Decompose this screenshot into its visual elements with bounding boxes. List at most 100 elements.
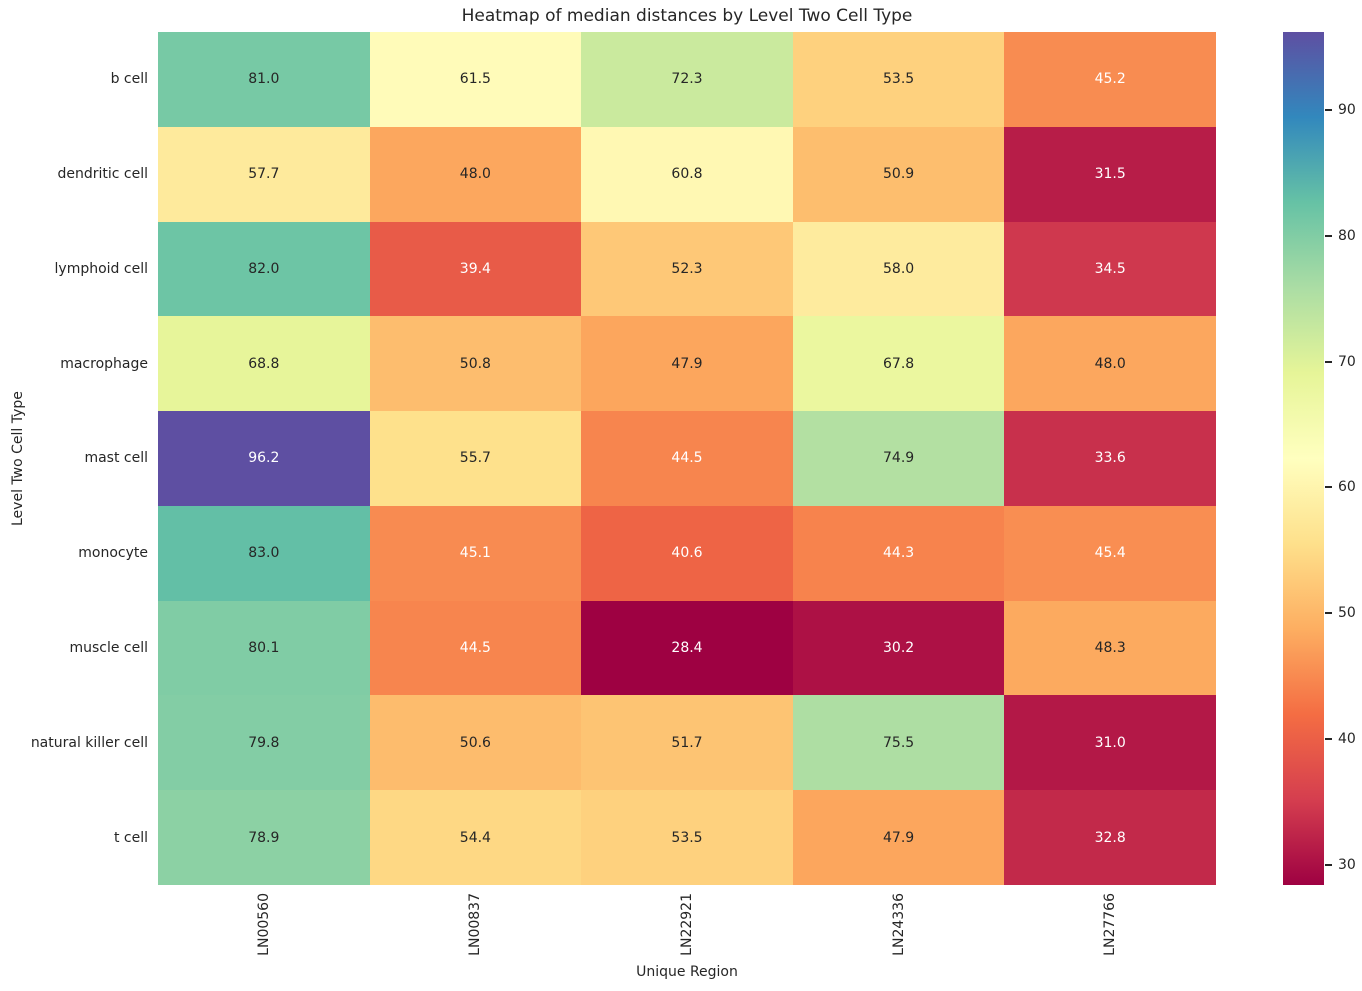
heatmap-cell: 53.5	[581, 790, 793, 885]
cell-value: 40.6	[671, 545, 703, 562]
cell-value: 82.0	[248, 260, 280, 277]
colorbar-tick-mark	[1325, 612, 1332, 615]
heatmap-cell: 44.5	[369, 600, 582, 696]
heatmap-cell: 68.8	[158, 316, 370, 412]
heatmap-cell: 30.2	[792, 600, 1005, 696]
heatmap-cell: 47.9	[581, 316, 793, 412]
x-axis-label: Unique Region	[636, 964, 738, 980]
cell-value: 61.5	[459, 71, 491, 88]
heatmap-cell: 57.7	[158, 126, 370, 222]
cell-value: 75.5	[883, 734, 915, 751]
colorbar-tick-label: 40	[1338, 731, 1356, 748]
cell-value: 67.8	[883, 355, 915, 372]
cell-value: 48.0	[459, 166, 491, 183]
heatmap-cell: 31.5	[1004, 126, 1216, 222]
heatmap-cell: 31.0	[1004, 695, 1216, 791]
heatmap-cell: 60.8	[581, 126, 793, 222]
x-tick-label: LN00560	[255, 893, 272, 956]
cell-value: 28.4	[671, 640, 703, 657]
cell-value: 78.9	[248, 829, 280, 846]
heatmap-cell: 72.3	[581, 32, 793, 127]
heatmap-cell: 51.7	[581, 695, 793, 791]
cell-value: 81.0	[248, 71, 280, 88]
y-tick-label: macrophage	[60, 355, 148, 372]
cell-value: 96.2	[248, 450, 280, 467]
colorbar-tick-label: 90	[1338, 102, 1356, 118]
cell-value: 51.7	[671, 734, 703, 751]
cell-value: 48.3	[1094, 640, 1126, 657]
heatmap-cell: 79.8	[158, 695, 370, 791]
heatmap-cell: 47.9	[792, 790, 1005, 885]
cell-value: 50.6	[459, 734, 491, 751]
cell-value: 53.5	[671, 829, 703, 846]
cell-value: 68.8	[248, 355, 280, 372]
heatmap-cell: 44.5	[581, 411, 793, 506]
heatmap-cell: 28.4	[581, 600, 793, 696]
heatmap-grid: 81.0 61.5 72.3 53.5 45.2 57.7 48.0 60.8 50.9 31.5…	[158, 32, 1216, 885]
cell-value: 80.1	[248, 640, 280, 657]
cell-value: 53.5	[883, 71, 915, 88]
heatmap-cell: 61.5	[369, 32, 582, 127]
cell-value: 30.2	[883, 640, 915, 657]
cell-value: 31.0	[1094, 734, 1126, 751]
cell-value: 54.4	[459, 829, 491, 846]
cell-value: 74.9	[883, 450, 915, 467]
y-tick-labels: b cell dendritic cell lymphoid cell macroph…	[0, 32, 148, 885]
cell-value: 44.5	[671, 450, 703, 467]
heatmap-cell: 50.6	[369, 695, 582, 791]
cell-value: 33.6	[1094, 450, 1126, 467]
heatmap-cell: 50.9	[792, 126, 1005, 222]
heatmap-cell: 50.8	[369, 316, 582, 412]
cell-value: 47.9	[671, 355, 703, 372]
heatmap-cell: 74.9	[792, 411, 1005, 506]
y-tick-label: muscle cell	[69, 640, 148, 657]
cell-value: 44.3	[883, 545, 915, 562]
cell-value: 58.0	[883, 260, 915, 277]
cell-value: 57.7	[248, 166, 280, 183]
heatmap-cell: 53.5	[792, 32, 1005, 127]
heatmap-cell: 34.5	[1004, 221, 1216, 317]
cell-value: 52.3	[671, 260, 703, 277]
heatmap-cell: 54.4	[369, 790, 582, 885]
x-tick-label: LN00837	[467, 893, 484, 956]
colorbar-tick-mark	[1325, 109, 1332, 111]
y-tick-label: mast cell	[84, 450, 148, 467]
colorbar-tick-mark	[1325, 738, 1332, 741]
cell-value: 72.3	[671, 71, 703, 88]
heatmap-cell: 55.7	[369, 411, 582, 506]
heatmap-cell: 80.1	[158, 600, 370, 696]
cell-value: 34.5	[1094, 260, 1126, 277]
y-tick-label: natural killer cell	[30, 734, 148, 751]
heatmap-cell: 96.2	[158, 411, 370, 506]
cell-value: 32.8	[1094, 829, 1126, 846]
x-tick-label: LN24336	[890, 893, 907, 956]
colorbar-tick-label: 60	[1338, 479, 1356, 496]
heatmap-cell: 48.3	[1004, 600, 1216, 696]
colorbar-tick-label: 30	[1338, 856, 1356, 873]
colorbar-tick-label: 70	[1338, 353, 1356, 370]
cell-value: 55.7	[459, 450, 491, 467]
colorbar-tick-label: 80	[1338, 227, 1356, 244]
colorbar-gradient	[1283, 32, 1324, 885]
colorbar-tick-label: 50	[1338, 605, 1356, 622]
y-tick-label: lymphoid cell	[54, 260, 148, 277]
cell-value: 47.9	[883, 829, 915, 846]
heatmap-cell: 78.9	[158, 790, 370, 885]
heatmap-cell: 39.4	[369, 221, 582, 317]
cell-value: 39.4	[459, 260, 491, 277]
y-tick-label: dendritic cell	[57, 166, 148, 183]
heatmap-cell: 82.0	[158, 221, 370, 317]
y-tick-label: monocyte	[78, 545, 148, 562]
heatmap-cell: 32.8	[1004, 790, 1216, 885]
chart-title: Heatmap of median distances by Level Two…	[461, 6, 913, 26]
x-tick-label: LN27766	[1102, 893, 1119, 956]
heatmap-cell: 52.3	[581, 221, 793, 317]
heatmap-cell: 40.6	[581, 505, 793, 601]
heatmap-cell: 75.5	[792, 695, 1005, 791]
cell-value: 50.8	[459, 355, 491, 372]
cell-value: 45.1	[459, 545, 491, 562]
cell-value: 60.8	[671, 166, 703, 183]
heatmap-cell: 83.0	[158, 505, 370, 601]
heatmap-cell: 48.0	[369, 126, 582, 222]
